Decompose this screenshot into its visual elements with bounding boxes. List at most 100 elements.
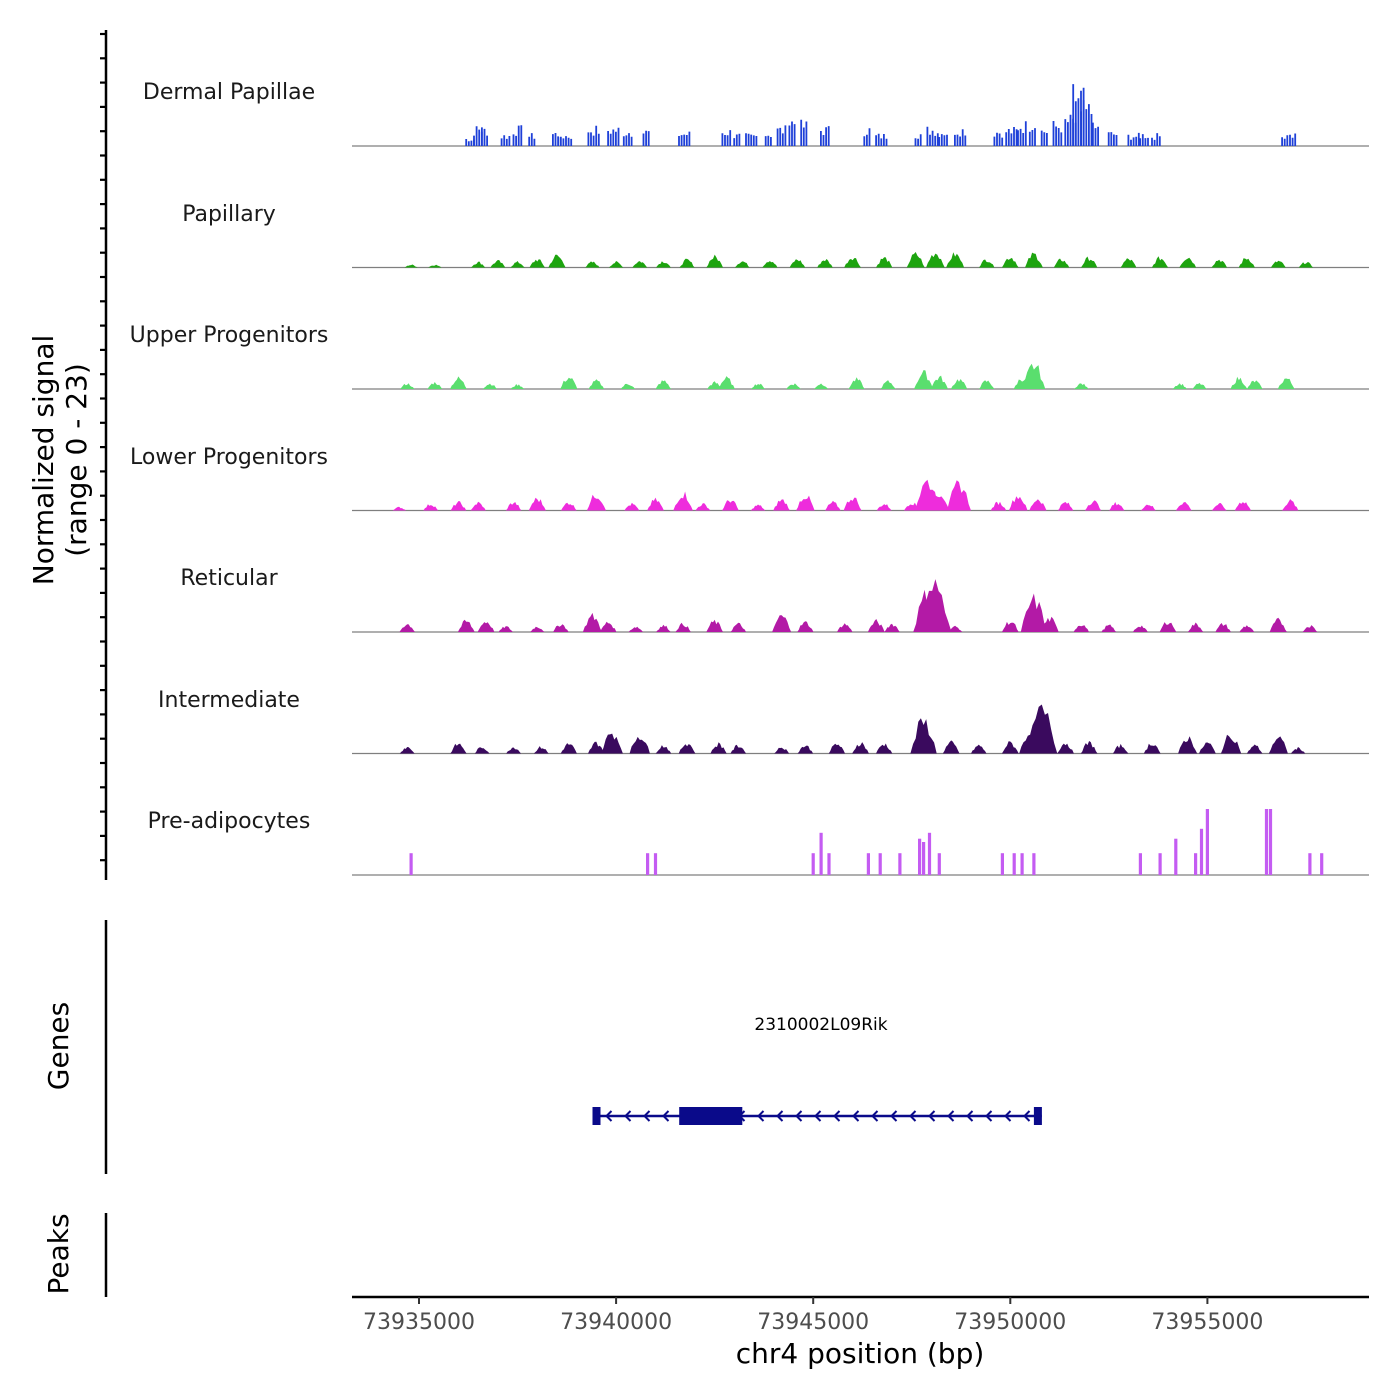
track-dermal-papillae [352, 84, 1369, 147]
signal-peak [1290, 747, 1306, 754]
signal-peak [510, 384, 525, 389]
signal-peak [624, 502, 640, 511]
signal-peak [1073, 625, 1089, 632]
signal-peak [797, 621, 814, 632]
signal-peak [1064, 114, 1077, 146]
signal-peak [734, 261, 750, 268]
signal-peak [548, 254, 566, 268]
signal-peak [1092, 122, 1099, 146]
track-papillary [352, 252, 1369, 269]
signal-peak [929, 495, 950, 511]
signal-peak [914, 370, 934, 389]
strand-arrow [833, 1110, 841, 1122]
signal-peak [1028, 128, 1036, 146]
signal-peak [678, 131, 691, 146]
genes-panel-title: Genes [42, 1002, 75, 1090]
signal-peak [942, 740, 960, 754]
signal-peak [1230, 376, 1248, 389]
signal-peak [876, 257, 893, 268]
strand-arrow [1004, 1110, 1012, 1122]
signal-peak [1187, 622, 1204, 632]
signal-peak [505, 502, 522, 511]
signal-peak [653, 853, 658, 875]
signal-peak [843, 497, 862, 511]
signal-peak [1029, 499, 1047, 511]
signal-peak [1194, 853, 1198, 875]
gene-exon [592, 1107, 601, 1125]
signal-peak [399, 624, 415, 632]
signal-peak [1084, 500, 1102, 511]
strand-arrow [928, 1110, 936, 1122]
signal-peak [1199, 742, 1216, 754]
signal-peak [1205, 809, 1209, 875]
signal-peak [1057, 502, 1074, 511]
signal-peak [1172, 383, 1187, 389]
signal-peak [762, 261, 778, 268]
signal-peak [620, 383, 636, 389]
signal-peak [827, 853, 831, 875]
signal-peak [1025, 252, 1043, 268]
signal-peak [399, 747, 415, 754]
signal-peak [629, 736, 650, 754]
signal-peak [919, 579, 952, 632]
x-tick-label: 73940000 [560, 1310, 672, 1335]
coverage-y-ticks [100, 32, 106, 862]
signal-peak [450, 743, 467, 754]
strand-arrow [947, 1110, 955, 1122]
signal-peak [1012, 853, 1016, 875]
signal-peak [600, 621, 617, 632]
signal-peak [978, 259, 995, 268]
signal-peak [971, 744, 987, 754]
signal-peak [423, 504, 439, 511]
signal-peak [582, 612, 602, 632]
signal-peak [1246, 380, 1263, 389]
signal-peak [1298, 262, 1314, 268]
signal-peak [764, 135, 772, 146]
signal-peak [1138, 853, 1142, 875]
track-label-upper-progenitors: Upper Progenitors [130, 323, 329, 348]
signal-peak [1120, 258, 1137, 268]
signal-peak [710, 742, 727, 754]
strand-arrow [662, 1110, 670, 1122]
signal-peak [450, 376, 467, 389]
signal-peak [1057, 743, 1074, 754]
signal-peak [947, 625, 963, 632]
signal-peak [1107, 132, 1118, 146]
signal-peak [797, 745, 814, 754]
signal-peak [529, 259, 545, 268]
signal-peak [588, 741, 605, 754]
signal-peak [457, 619, 475, 632]
signal-peak [471, 261, 486, 268]
signal-peak [876, 743, 893, 754]
signal-peak [1143, 743, 1161, 754]
signal-peak [553, 624, 569, 632]
strand-arrow [909, 1110, 917, 1122]
x-tick-label: 73950000 [954, 1310, 1066, 1335]
strand-arrow [795, 1110, 803, 1122]
signal-peak [1040, 130, 1048, 146]
signal-peak [878, 853, 882, 875]
signal-peak [922, 842, 926, 875]
signal-peak [733, 133, 741, 146]
signal-peak [490, 260, 506, 268]
signal-peak [927, 832, 932, 875]
signal-peak [811, 853, 815, 875]
signal-peak [607, 127, 620, 146]
track-intermediate [352, 704, 1369, 755]
signal-peak [679, 258, 695, 268]
strand-arrow [605, 1110, 613, 1122]
signal-peak [500, 135, 511, 146]
signal-peak [837, 623, 853, 632]
signal-peak [789, 259, 806, 268]
signal-peak [1289, 133, 1297, 146]
signal-peak [1127, 132, 1140, 146]
signal-peak [528, 497, 546, 511]
signal-peak [819, 832, 823, 875]
strand-arrow [776, 1110, 784, 1122]
signal-peak [656, 261, 671, 268]
signal-peak [1139, 134, 1149, 146]
signal-peak [786, 383, 801, 389]
x-tick-label: 73945000 [757, 1310, 869, 1335]
signal-peak [428, 264, 442, 268]
signal-peak [813, 383, 829, 389]
